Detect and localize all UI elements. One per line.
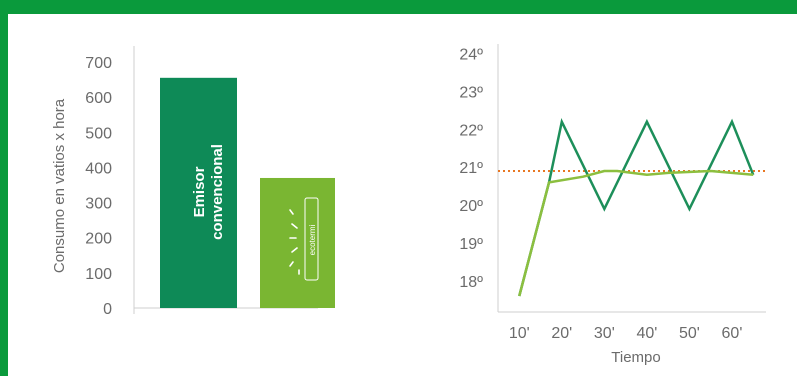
line-x-axis-title: Tiempo <box>611 349 660 366</box>
line-y-tick-24: 24º <box>459 47 483 64</box>
line-y-tick-22: 22º <box>459 122 483 139</box>
chart-panel <box>8 14 797 376</box>
ecotermi-sun-rays-icon <box>289 209 300 275</box>
bar-conventional-label-line1: Emisor <box>191 166 208 217</box>
bar-y-tick-200: 200 <box>85 231 112 248</box>
bar-conventional-label-line2: convencional <box>209 144 226 240</box>
bar-ecotermi <box>260 177 335 308</box>
line-y-tick-18: 18º <box>459 274 483 291</box>
ecotermi-logo: ecotermi <box>289 197 319 281</box>
line-x-tick-labels: 10' 20' 30' 40' 50' 60' <box>509 325 743 342</box>
line-x-tick-10: 10' <box>509 325 530 342</box>
bar-y-tick-700: 700 <box>85 55 112 72</box>
bar-y-tick-600: 600 <box>85 90 112 107</box>
line-y-tick-20: 20º <box>459 198 483 215</box>
line-x-tick-20: 20' <box>551 325 572 342</box>
bar-y-tick-500: 500 <box>85 125 112 142</box>
bar-conventional <box>160 77 237 308</box>
line-y-tick-labels: 18º 19º 20º 21º 22º 23º 24º <box>459 47 483 291</box>
line-y-tick-21: 21º <box>459 160 483 177</box>
bar-y-tick-100: 100 <box>85 266 112 283</box>
bar-y-tick-labels: 0 100 200 300 400 500 600 700 <box>85 55 112 318</box>
line-chart: 18º 19º 20º 21º 22º 23º 24º 10' 20' 30' 40' 50' 60'… <box>459 44 766 366</box>
bar-chart: 0 100 200 300 400 500 600 700 Consumo en vatios… <box>51 46 335 318</box>
series-conventional-line <box>518 117 755 297</box>
series-ecotermi-line <box>518 169 754 297</box>
bar-y-tick-400: 400 <box>85 160 112 177</box>
bar-y-tick-0: 0 <box>103 301 112 318</box>
line-x-tick-60: 60' <box>722 325 743 342</box>
line-x-tick-40: 40' <box>636 325 657 342</box>
line-x-tick-30: 30' <box>594 325 615 342</box>
bar-y-axis-title: Consumo en vatios x hora <box>51 98 68 273</box>
line-y-tick-23: 23º <box>459 84 483 101</box>
bar-conventional-label: Emisor convencional <box>191 144 226 240</box>
line-y-tick-19: 19º <box>459 236 483 253</box>
bar-y-tick-300: 300 <box>85 196 112 213</box>
line-x-tick-50: 50' <box>679 325 700 342</box>
ecotermi-logo-text: ecotermi <box>308 224 317 255</box>
